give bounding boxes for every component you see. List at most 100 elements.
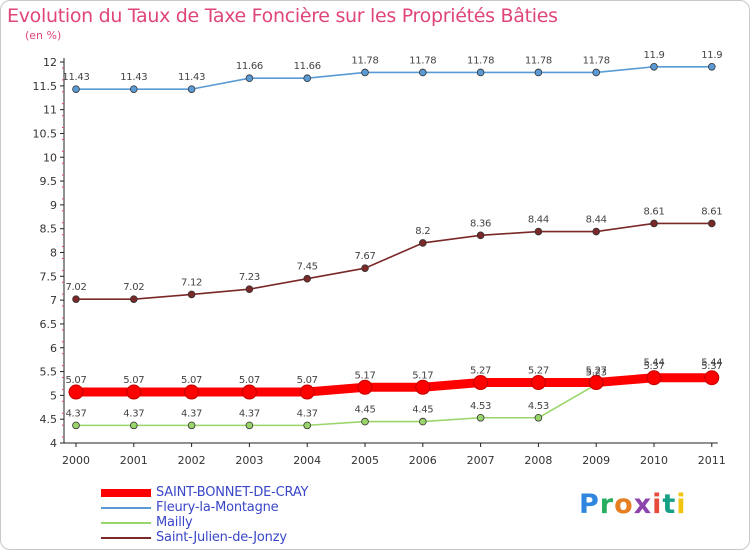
y-tick-label: 7.5 xyxy=(40,270,58,283)
data-point xyxy=(361,264,369,273)
data-label: 8.61 xyxy=(701,206,722,217)
data-point xyxy=(534,413,543,422)
legend-label: Fleury-la-Montagne xyxy=(156,500,279,515)
data-label: 7.02 xyxy=(65,282,86,293)
data-label: 5.07 xyxy=(181,375,202,386)
data-label: 5.07 xyxy=(65,375,86,386)
data-label: 4.37 xyxy=(65,408,86,419)
legend-label: Mailly xyxy=(156,515,193,530)
y-tick-label: 11.5 xyxy=(33,80,58,93)
series-line-3 xyxy=(75,222,713,300)
y-tick-label: 9 xyxy=(50,199,57,212)
data-point xyxy=(473,375,489,391)
data-point xyxy=(415,379,431,395)
data-label: 4.45 xyxy=(354,405,375,416)
data-point xyxy=(245,285,254,293)
data-point xyxy=(361,68,369,77)
x-tick-label: 2001 xyxy=(120,454,148,467)
data-point xyxy=(592,227,600,236)
data-point xyxy=(534,227,543,236)
x-tick-label: 2002 xyxy=(178,454,206,467)
legend-label: SAINT-BONNET-DE-CRAY xyxy=(156,485,309,500)
data-point xyxy=(476,231,485,240)
data-point xyxy=(704,370,720,386)
data-label: 11.43 xyxy=(62,72,89,83)
data-point xyxy=(418,239,427,247)
legend-swatch xyxy=(101,507,151,509)
y-tick-label: 4.5 xyxy=(40,413,58,426)
data-point xyxy=(187,290,196,299)
data-label: 11.9 xyxy=(643,50,664,61)
y-tick-label: 4 xyxy=(50,437,57,450)
y-tick-label: 6 xyxy=(50,342,57,355)
y-axis-unit: (en %) xyxy=(25,29,62,42)
legend-swatch xyxy=(101,522,151,524)
data-point xyxy=(303,74,312,82)
y-tick-label: 8.5 xyxy=(40,223,58,236)
data-label: 4.53 xyxy=(470,401,491,412)
y-tick-label: 11 xyxy=(43,104,57,117)
x-tick-label: 2004 xyxy=(293,454,321,467)
data-point xyxy=(707,219,716,228)
x-tick-label: 2011 xyxy=(698,454,726,467)
data-label: 5.07 xyxy=(297,375,318,386)
data-label: 11.78 xyxy=(525,55,552,66)
line-chart: 4 4.5 5 5.5 6 6.5 7 7.5 8 8.5 9 9.5 10 10.5 11 11.5 12 20… xyxy=(33,50,726,467)
y-tick-label: 7 xyxy=(50,294,57,307)
data-label: 7.45 xyxy=(297,262,318,273)
data-label: 4.37 xyxy=(297,408,318,419)
x-tick-label: 2009 xyxy=(582,454,610,467)
x-tick-label: 2007 xyxy=(467,454,495,467)
data-point xyxy=(707,62,716,71)
data-label: 11.43 xyxy=(120,72,147,83)
data-label: 5.27 xyxy=(528,366,549,377)
data-label: 11.78 xyxy=(467,55,494,66)
data-label: 11.43 xyxy=(178,72,205,83)
data-label: 4.37 xyxy=(123,408,144,419)
data-point xyxy=(187,85,196,93)
data-point xyxy=(130,421,138,430)
data-point xyxy=(241,384,257,400)
data-point xyxy=(72,85,80,93)
data-point xyxy=(476,413,485,422)
data-point xyxy=(130,85,138,93)
data-point xyxy=(72,295,80,303)
data-label: 4.37 xyxy=(239,408,260,419)
data-label: 5.07 xyxy=(239,375,260,386)
y-tick-label: 6.5 xyxy=(40,318,58,331)
data-label: 11.78 xyxy=(409,55,436,66)
data-label: 8.36 xyxy=(470,218,491,229)
data-label: 7.23 xyxy=(239,272,260,283)
y-tick-label: 5 xyxy=(50,389,57,402)
data-label: 5.44 xyxy=(701,357,722,368)
data-label: 11.9 xyxy=(701,50,722,61)
data-point xyxy=(418,417,427,426)
data-point xyxy=(592,68,600,77)
data-point xyxy=(72,421,80,430)
data-label: 4.37 xyxy=(181,408,202,419)
data-label: 7.67 xyxy=(354,251,375,262)
data-point xyxy=(245,74,254,82)
data-label: 5.44 xyxy=(643,357,664,368)
data-label: 5.37 xyxy=(701,361,722,372)
data-label: 5.27 xyxy=(586,366,607,377)
data-point xyxy=(299,384,315,400)
data-point xyxy=(361,417,369,426)
y-tick-label: 9.5 xyxy=(40,175,58,188)
data-point xyxy=(588,375,604,391)
data-point xyxy=(418,68,427,77)
data-label: 11.78 xyxy=(351,55,378,66)
data-label: 5.07 xyxy=(123,375,144,386)
data-label: 8.61 xyxy=(643,206,664,217)
data-point xyxy=(245,421,254,430)
data-point xyxy=(303,421,312,430)
data-label: 8.44 xyxy=(586,215,607,226)
data-label: 7.12 xyxy=(181,277,202,288)
data-point xyxy=(530,375,546,391)
data-point xyxy=(184,384,200,400)
y-tick-label: 5.5 xyxy=(40,366,58,379)
data-label: 5.37 xyxy=(643,361,664,372)
chart-title: Evolution du Taux de Taxe Foncière sur l… xyxy=(7,5,558,27)
data-point xyxy=(650,219,658,228)
